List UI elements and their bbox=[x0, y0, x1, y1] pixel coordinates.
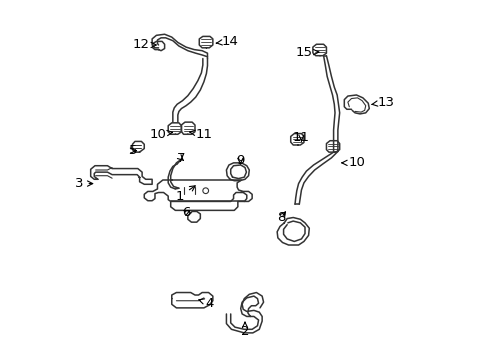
Text: 8: 8 bbox=[277, 211, 286, 224]
Text: 9: 9 bbox=[236, 154, 245, 167]
Text: 6: 6 bbox=[182, 206, 191, 219]
Text: 10: 10 bbox=[149, 128, 172, 141]
Text: 10: 10 bbox=[342, 156, 366, 169]
Text: 11: 11 bbox=[190, 128, 213, 141]
Text: 14: 14 bbox=[216, 35, 239, 48]
Text: 5: 5 bbox=[129, 144, 137, 157]
Text: 2: 2 bbox=[241, 322, 249, 338]
Text: 15: 15 bbox=[295, 46, 319, 59]
Text: 7: 7 bbox=[177, 152, 186, 165]
Text: 4: 4 bbox=[199, 297, 214, 310]
Text: 3: 3 bbox=[75, 177, 93, 190]
Text: 13: 13 bbox=[372, 96, 395, 109]
Text: 1: 1 bbox=[176, 186, 195, 203]
Text: 11: 11 bbox=[293, 131, 310, 144]
Text: 12: 12 bbox=[132, 39, 156, 51]
